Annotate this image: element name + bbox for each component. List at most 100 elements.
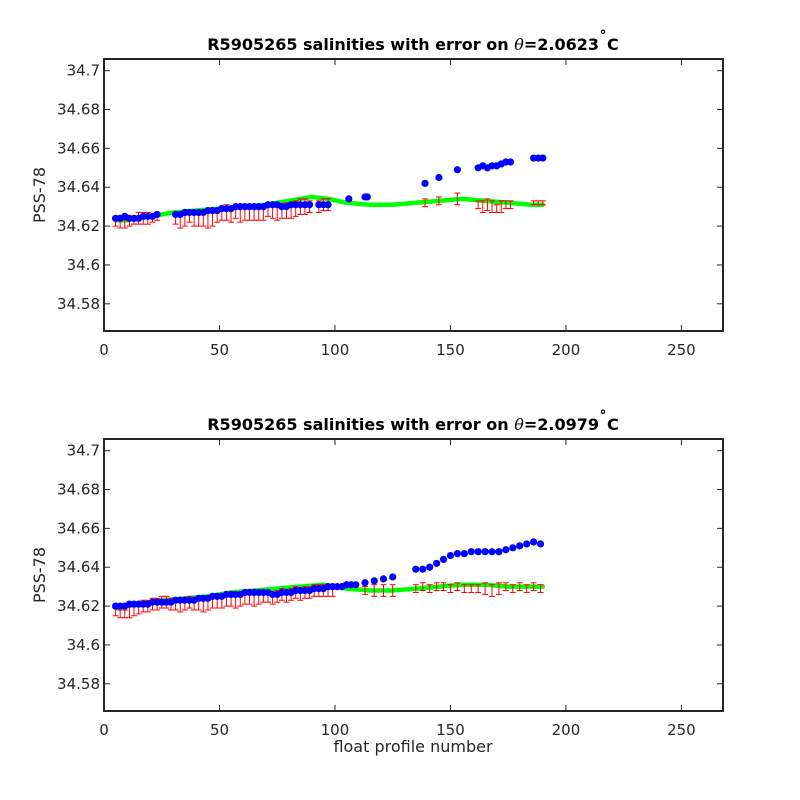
y-tick-label: 34.66 xyxy=(57,139,100,157)
float-salinity-point xyxy=(481,548,489,556)
error-bar xyxy=(495,582,502,595)
float-salinity-point xyxy=(530,538,538,546)
title-unit: C xyxy=(607,415,619,434)
error-bar xyxy=(380,584,387,597)
error-bar xyxy=(454,582,461,592)
float-salinity-point xyxy=(516,542,524,550)
float-salinity-point xyxy=(488,548,496,556)
error-bar xyxy=(468,584,475,593)
float-salinity-point xyxy=(539,154,547,162)
error-bars xyxy=(112,582,544,619)
y-tick-label: 34.68 xyxy=(57,101,100,119)
x-tick-label: 50 xyxy=(210,341,229,359)
float-salinity-point xyxy=(153,210,161,219)
title-degree: ˚ xyxy=(599,29,607,48)
chart-panel-1: R5905265 salinities with error on θ=2.06… xyxy=(30,29,724,359)
title-value: =2.0979 xyxy=(524,415,599,434)
float-salinity-point xyxy=(536,540,545,548)
float-salinity-point xyxy=(363,193,371,201)
x-tick-label: 150 xyxy=(436,341,465,359)
error-bar xyxy=(426,584,433,593)
plot-area xyxy=(111,538,546,619)
x-tick-label: 250 xyxy=(667,721,696,739)
error-bar xyxy=(509,584,516,593)
error-bar xyxy=(484,198,491,212)
error-bar xyxy=(412,584,419,593)
float-salinity-point xyxy=(370,577,378,585)
title-value: =2.0623 xyxy=(524,35,599,54)
float-salinity-point xyxy=(379,575,388,583)
float-salinity-point xyxy=(345,195,353,203)
float-salinity-point xyxy=(439,555,448,564)
x-tick-label: 150 xyxy=(436,721,465,739)
title-symbol: θ xyxy=(514,35,524,54)
error-bar xyxy=(502,582,509,592)
y-axis-label: PSS-78 xyxy=(30,167,49,223)
error-bar xyxy=(475,584,482,593)
y-tick-label: 34.66 xyxy=(57,519,100,537)
error-bar xyxy=(489,584,496,597)
float-salinity-point xyxy=(523,540,531,548)
error-bar xyxy=(539,200,546,206)
float-salinity-point xyxy=(502,546,510,554)
float-salinity-point xyxy=(453,166,461,174)
y-tick-label: 34.68 xyxy=(57,481,100,499)
float-salinity-point xyxy=(361,579,369,587)
float-salinity-point xyxy=(460,550,468,558)
y-tick-label: 34.7 xyxy=(67,442,100,460)
y-tick-label: 34.6 xyxy=(67,636,100,654)
y-tick-label: 34.62 xyxy=(57,217,100,235)
y-axis-label: PSS-78 xyxy=(30,547,49,603)
float-salinity-points xyxy=(111,538,545,610)
error-bar xyxy=(516,582,523,592)
title-symbol: θ xyxy=(514,415,524,434)
y-tick-label: 34.64 xyxy=(57,558,100,576)
float-salinity-point xyxy=(474,548,482,556)
x-tick-label: 200 xyxy=(552,341,581,359)
float-salinity-point xyxy=(419,565,427,573)
float-salinity-point xyxy=(389,573,397,581)
float-salinity-point xyxy=(435,173,443,182)
error-bar xyxy=(530,582,537,592)
error-bar xyxy=(440,582,447,592)
x-tick-label: 100 xyxy=(321,721,350,739)
error-bar xyxy=(419,582,426,592)
ticks-layer: 0 50 100 150 200 250 34.58 34.6 34.62 34.64 34.66 3… xyxy=(57,439,723,739)
ticks-layer: 0 50 100 150 200 250 34.58 34.6 34.62 34.64 34.66 3… xyxy=(57,59,723,359)
chart-title: R5905265 salinities with error on θ=2.09… xyxy=(207,409,619,434)
error-bar xyxy=(361,586,368,595)
error-bar xyxy=(371,584,378,597)
float-salinity-points xyxy=(111,154,547,222)
title-degree: ˚ xyxy=(599,409,607,428)
plot-area xyxy=(111,154,547,229)
y-tick-label: 34.6 xyxy=(67,256,100,274)
error-bar xyxy=(454,192,461,206)
error-bar xyxy=(447,584,454,593)
title-prefix: R5905265 salinities with error on xyxy=(207,35,514,54)
float-salinity-point xyxy=(446,551,455,560)
error-bar xyxy=(482,582,489,595)
float-salinity-point xyxy=(324,201,332,209)
float-salinity-point xyxy=(509,544,517,552)
x-tick-label: 0 xyxy=(99,721,109,739)
axes-frame xyxy=(103,58,724,332)
error-bar xyxy=(461,584,468,593)
error-bar xyxy=(537,584,544,593)
error-bar xyxy=(523,584,530,593)
error-bar xyxy=(422,198,429,208)
x-tick-label: 0 xyxy=(99,341,109,359)
float-salinity-point xyxy=(426,563,434,571)
y-tick-label: 34.64 xyxy=(57,178,100,196)
error-bar xyxy=(435,196,442,206)
x-tick-label: 250 xyxy=(667,341,696,359)
float-salinity-point xyxy=(412,565,420,573)
error-bar xyxy=(433,582,440,592)
float-salinity-point xyxy=(467,548,475,556)
chart-panel-2: R5905265 salinities with error on θ=2.09… xyxy=(30,409,724,756)
title-prefix: R5905265 salinities with error on xyxy=(207,415,514,434)
axes-frame xyxy=(103,438,724,712)
float-salinity-point xyxy=(421,179,429,187)
x-tick-label: 100 xyxy=(321,341,350,359)
y-tick-label: 34.62 xyxy=(57,597,100,615)
